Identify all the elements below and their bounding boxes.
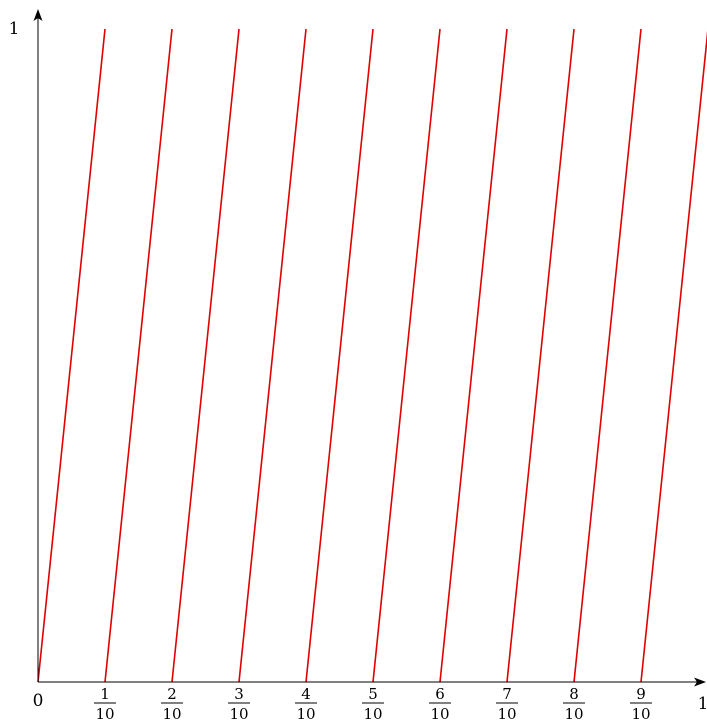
x-tick-denominator: 10 bbox=[363, 705, 382, 723]
x-tick-label-2: 210 bbox=[161, 685, 183, 723]
x-tick-denominator: 10 bbox=[162, 705, 181, 723]
sawtooth-segment-5 bbox=[305, 28, 374, 683]
x-tick-denominator: 10 bbox=[631, 705, 650, 723]
sawtooth-segment-1 bbox=[37, 28, 106, 683]
sawtooth-segment-3 bbox=[171, 28, 240, 683]
x-tick-numerator: 2 bbox=[167, 685, 177, 703]
x-tick-denominator: 10 bbox=[564, 705, 583, 723]
sawtooth-segment-7 bbox=[439, 28, 508, 683]
x-tick-numerator: 9 bbox=[636, 685, 646, 703]
y-end-label: 1 bbox=[9, 19, 20, 39]
x-tick-numerator: 4 bbox=[301, 685, 311, 703]
x-tick-label-7: 710 bbox=[496, 685, 518, 723]
x-tick-denominator: 10 bbox=[229, 705, 248, 723]
x-tick-numerator: 6 bbox=[435, 685, 445, 703]
x-tick-denominator: 10 bbox=[430, 705, 449, 723]
x-tick-label-4: 410 bbox=[295, 685, 317, 723]
x-tick-numerator: 8 bbox=[569, 685, 579, 703]
x-tick-label-9: 910 bbox=[630, 685, 652, 723]
x-tick-label-5: 510 bbox=[362, 685, 384, 723]
x-axis-arrowhead bbox=[694, 677, 706, 687]
x-tick-denominator: 10 bbox=[497, 705, 516, 723]
x-tick-label-8: 810 bbox=[563, 685, 585, 723]
x-tick-denominator: 10 bbox=[296, 705, 315, 723]
x-tick-numerator: 1 bbox=[100, 685, 110, 703]
sawtooth-segment-8 bbox=[506, 28, 575, 683]
x-tick-numerator: 7 bbox=[502, 685, 512, 703]
x-origin-label: 0 bbox=[33, 691, 44, 711]
x-end-label: 1 bbox=[698, 694, 707, 714]
x-tick-denominator: 10 bbox=[95, 705, 114, 723]
sawtooth-segment-10 bbox=[640, 30, 707, 683]
y-axis-arrowhead bbox=[33, 9, 43, 21]
x-tick-label-3: 310 bbox=[228, 685, 250, 723]
x-tick-numerator: 3 bbox=[234, 685, 244, 703]
x-tick-label-1: 110 bbox=[94, 685, 116, 723]
sawtooth-segment-4 bbox=[238, 28, 307, 683]
series-layer bbox=[37, 28, 707, 683]
axes-layer bbox=[33, 9, 706, 687]
sawtooth-segment-9 bbox=[573, 28, 642, 683]
x-tick-label-6: 610 bbox=[429, 685, 451, 723]
x-tick-numerator: 5 bbox=[368, 685, 378, 703]
labels-layer: 0 1 1 bbox=[9, 19, 707, 714]
sawtooth-segment-2 bbox=[104, 28, 173, 683]
sawtooth-segment-6 bbox=[372, 28, 441, 683]
